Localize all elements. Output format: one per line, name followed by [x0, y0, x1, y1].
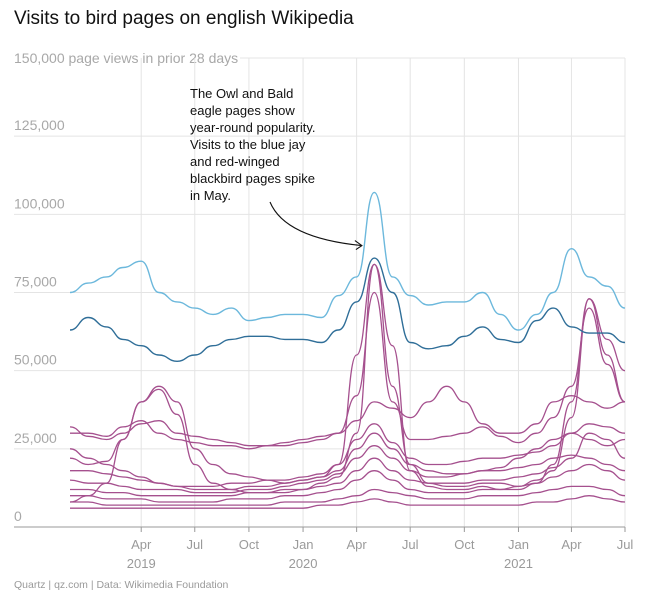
annotation-line: in May. — [190, 188, 231, 203]
y-tick-label: 100,000 — [14, 195, 65, 211]
x-tick-label: Jul — [186, 537, 203, 552]
chart-subtitle: 150,000 page views in prior 28 days — [14, 50, 239, 66]
x-tick-year: 2019 — [127, 556, 156, 571]
x-tick-year: 2021 — [504, 556, 533, 571]
x-tick-label: Jan — [293, 537, 314, 552]
x-tick-label: Apr — [561, 537, 582, 552]
annotation-arrow — [269, 201, 362, 247]
x-tick-label: Oct — [454, 537, 475, 552]
x-tick-label: Jul — [617, 537, 634, 552]
y-tick-label: 125,000 — [14, 117, 65, 133]
annotation-line: The Owl and Bald — [190, 86, 293, 101]
grid-lines — [14, 57, 626, 528]
series-line-12 — [70, 485, 626, 506]
series-line-9 — [69, 445, 626, 494]
annotation-line: eagle pages show — [190, 103, 295, 118]
y-axis-ticks: 0 25,000 50,000 75,000 100,000 125,000 — [14, 117, 65, 524]
y-tick-label: 0 — [14, 508, 22, 524]
series-line-13 — [70, 495, 626, 509]
x-tick-year: 2020 — [289, 556, 318, 571]
series-line-8 — [70, 423, 626, 488]
series-line-1 — [69, 191, 626, 331]
series-line-2 — [69, 257, 626, 362]
x-tick-label: Jul — [402, 537, 419, 552]
series-line-4 — [69, 263, 626, 488]
x-axis-ticks: Apr 2019 Jul Oct Jan 2020 Apr Jul Oct Jan 2021 Apr J… — [14, 526, 634, 571]
y-tick-label: 75,000 — [14, 274, 57, 290]
annotation-line: blackbird pages spike — [190, 171, 315, 186]
chart-source: Quartz | qz.com | Data: Wikimedia Founda… — [14, 579, 229, 591]
annotation-line: Visits to the blue jay — [190, 137, 306, 152]
x-tick-label: Apr — [131, 537, 152, 552]
series-line-3 — [69, 291, 626, 450]
annotation-arrowhead — [354, 240, 363, 251]
series-lines — [69, 191, 626, 509]
annotation: The Owl and Bald eagle pages show year-rou… — [190, 86, 363, 251]
series-line-10 — [70, 432, 626, 497]
x-tick-label: Oct — [239, 537, 260, 552]
series-line-6 — [69, 385, 626, 447]
x-tick-label: Apr — [347, 537, 368, 552]
annotation-line: and red-winged — [190, 154, 280, 169]
y-tick-label: 50,000 — [14, 352, 57, 368]
annotation-line: year-round popularity. — [190, 120, 316, 135]
chart-title: Visits to bird pages on english Wikipedi… — [14, 8, 354, 29]
x-tick-label: Jan — [508, 537, 529, 552]
series-line-11 — [69, 463, 626, 503]
y-tick-label: 25,000 — [14, 430, 57, 446]
